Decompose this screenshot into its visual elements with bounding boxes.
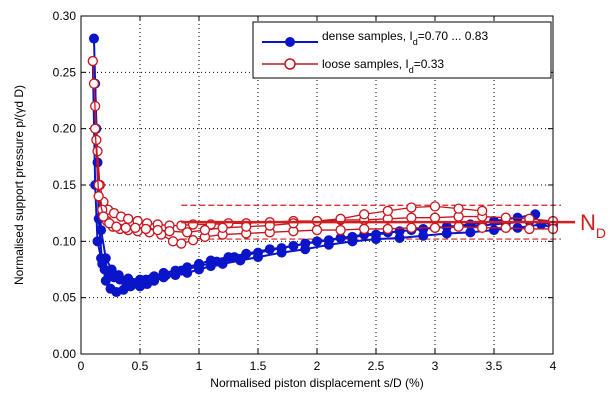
data-point: [241, 221, 252, 232]
x-tick-label: 1: [196, 359, 203, 373]
data-point: [111, 221, 122, 232]
data-point: [182, 227, 193, 238]
y-tick-label: 0.15: [53, 178, 77, 192]
data-point: [199, 224, 211, 236]
x-tick-label: 3.5: [486, 359, 503, 373]
data-point: [90, 123, 101, 134]
data-point: [88, 33, 99, 44]
reference-label: ND: [580, 210, 606, 241]
legend-box: [252, 21, 552, 79]
data-point: [113, 270, 124, 281]
x-axis-label: Normalised piston displacement s/D (%): [210, 376, 423, 390]
data-point: [217, 222, 228, 233]
data-point: [93, 191, 104, 202]
data-point: [176, 238, 187, 249]
x-axis-ticks: 0 0.5 1 1.5 2 2.5 3 3.5 4: [78, 16, 557, 373]
legend-label-loose: loose samples, Id=0.33: [322, 57, 444, 75]
data-point: [453, 203, 464, 214]
data-point: [347, 231, 358, 242]
legend-label-dense: dense samples, Id=0.70 ... 0.83: [322, 29, 488, 47]
legend-marker-loose: [284, 58, 296, 70]
y-axis-label: Normalised support pressure p/(γd D): [12, 85, 26, 285]
data-point: [429, 222, 441, 233]
data-point: [140, 223, 152, 235]
x-tick-label: 2.5: [368, 359, 385, 373]
data-point: [406, 222, 417, 233]
data-point: [123, 273, 134, 284]
data-point: [524, 223, 535, 235]
data-point: [229, 252, 240, 263]
data-point: [164, 226, 175, 237]
data-point: [429, 212, 441, 223]
data-point: [311, 224, 323, 236]
y-tick-label: 0.00: [53, 347, 77, 361]
data-point: [187, 235, 199, 246]
data-point: [146, 273, 157, 284]
data-point: [106, 264, 117, 275]
data-point: [87, 55, 98, 67]
data-point: [130, 222, 141, 233]
y-tick-label: 0.30: [53, 9, 77, 23]
data-point: [382, 205, 393, 217]
y-tick-label: 0.20: [53, 122, 77, 136]
data-point: [465, 227, 476, 238]
data-point: [176, 265, 187, 276]
legend: dense samples, Id=0.70 ... 0.83 loose sa…: [252, 21, 552, 79]
data-point: [323, 235, 334, 246]
data-point: [123, 213, 134, 224]
data-point: [194, 261, 204, 272]
data-point: [406, 212, 417, 223]
y-axis-ticks: 0.00 0.05 0.10 0.15 0.20 0.25 0.30: [53, 9, 553, 361]
data-point: [359, 209, 370, 220]
series-2: [90, 78, 541, 285]
data-point: [88, 78, 100, 89]
data-point: [100, 253, 111, 264]
data-point: [500, 222, 511, 233]
data-point: [253, 247, 263, 258]
data-point: [453, 221, 464, 232]
data-point: [135, 274, 145, 285]
data-point: [418, 223, 429, 234]
data-point: [100, 275, 111, 286]
data-point: [276, 243, 287, 254]
data-point: [477, 205, 488, 217]
y-tick-label: 0.10: [53, 234, 77, 248]
data-point: [477, 222, 488, 233]
data-point: [300, 238, 311, 249]
data-point: [406, 202, 417, 213]
y-tick-label: 0.05: [53, 291, 77, 305]
data-point: [371, 229, 381, 240]
data-point: [489, 225, 499, 236]
data-point: [359, 223, 370, 235]
data-point: [382, 223, 393, 235]
data-point: [98, 211, 109, 222]
y-tick-label: 0.25: [53, 65, 77, 79]
data-point: [167, 236, 179, 247]
data-point: [335, 224, 346, 236]
data-point: [96, 225, 107, 236]
data-point: [152, 224, 163, 236]
legend-marker-dense: [285, 37, 295, 47]
x-tick-label: 1.5: [250, 359, 267, 373]
data-point: [429, 201, 441, 212]
data-point: [120, 222, 131, 233]
series-group: [87, 33, 559, 298]
data-point: [500, 212, 511, 223]
data-point: [211, 256, 222, 267]
x-tick-label: 2: [314, 359, 321, 373]
x-tick-label: 0: [78, 359, 85, 373]
x-tick-label: 0.5: [132, 359, 149, 373]
x-tick-label: 3: [432, 359, 439, 373]
x-tick-label: 4: [550, 359, 557, 373]
data-point: [160, 270, 171, 281]
